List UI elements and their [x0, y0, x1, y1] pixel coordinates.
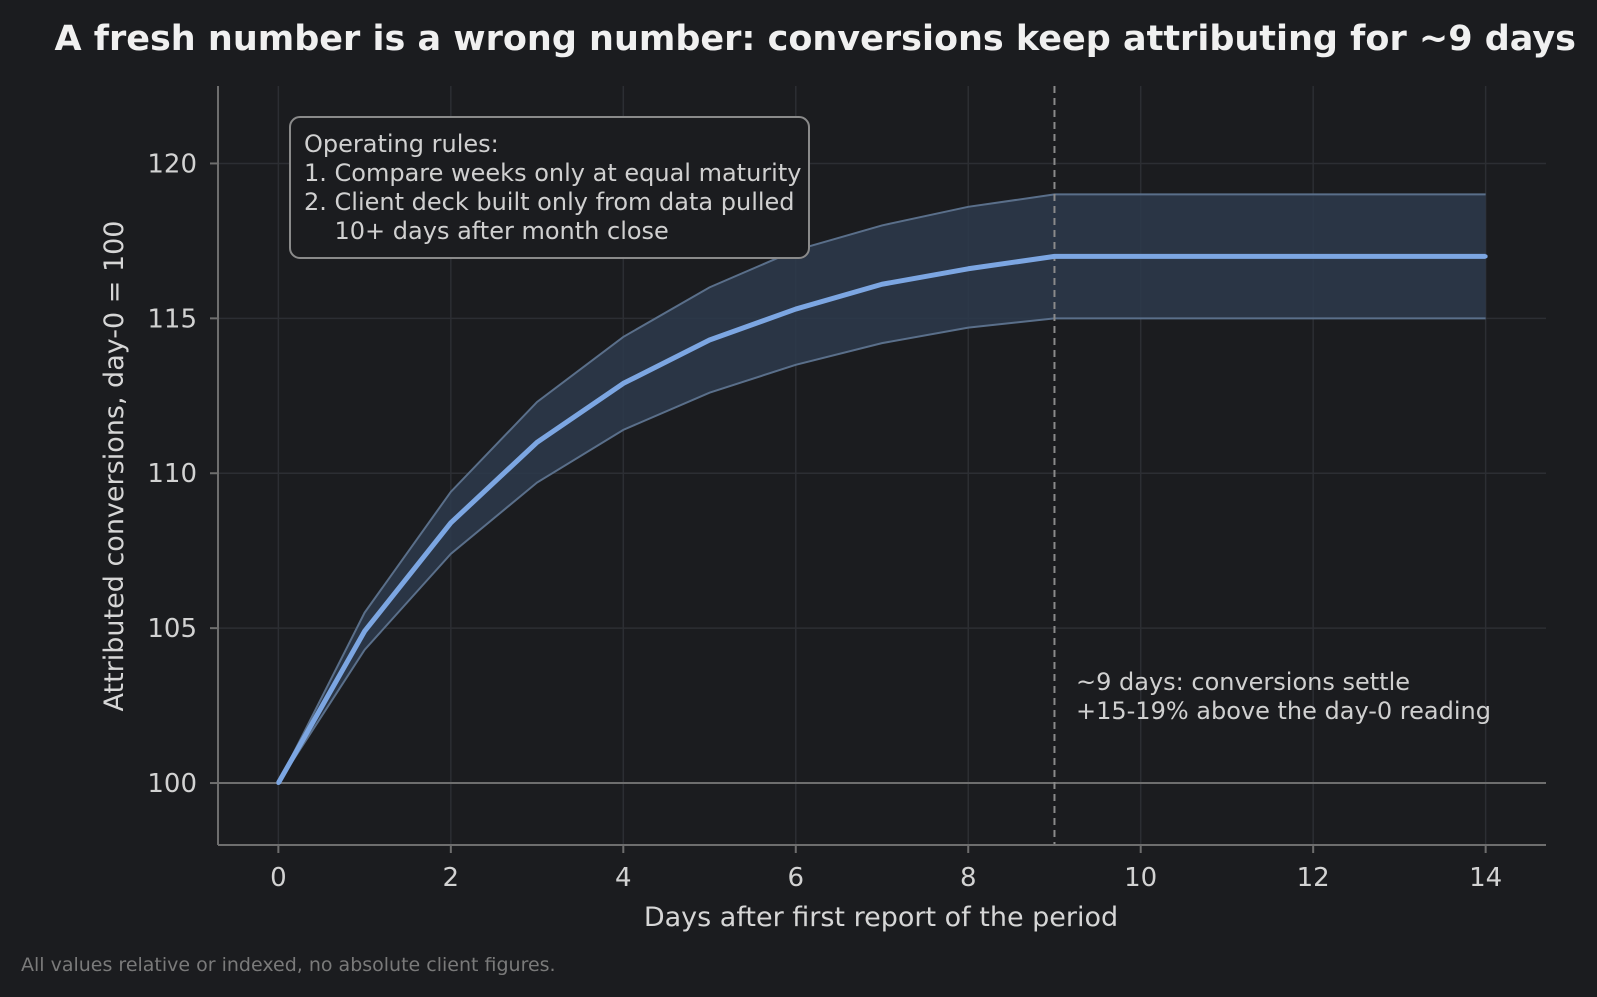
series-point-day-9: [1052, 254, 1057, 259]
series-point-day-14: [1483, 254, 1488, 259]
band-upper-edge: [277, 193, 1486, 784]
operating-rule-2: 2. Client deck built only from data pull…: [304, 188, 795, 216]
y-tick-label-105: 105: [147, 614, 197, 644]
series-point-day-11: [1224, 254, 1229, 259]
operating-rules-box: Operating rules: 1. Compare weeks only a…: [289, 116, 810, 259]
series-point-day-2: [448, 520, 453, 525]
series-point-day-5: [707, 338, 712, 343]
y-tick-label-120: 120: [147, 149, 197, 179]
y-tick-label-115: 115: [147, 304, 197, 334]
y-tick-label-100: 100: [147, 769, 197, 799]
chart-title: A fresh number is a wrong number: conver…: [54, 19, 1576, 59]
series-point-day-12: [1311, 254, 1316, 259]
x-tick-label-6: 6: [787, 863, 804, 893]
footnote: All values relative or indexed, no absol…: [21, 954, 556, 976]
series-point-day-1: [362, 629, 367, 634]
series-line-layer: [276, 253, 1488, 786]
x-tick-label-0: 0: [270, 863, 287, 893]
confidence-band: [277, 193, 1486, 784]
axes: [217, 86, 1546, 846]
series-point-day-8: [966, 266, 971, 271]
operating-rule-1: 1. Compare weeks only at equal maturity: [304, 159, 801, 187]
x-tick-label-12: 12: [1297, 863, 1330, 893]
operating-rules-heading: Operating rules:: [304, 130, 499, 158]
series-point-day-10: [1138, 254, 1143, 259]
x-axis-ticks: 0 2 4 6 8 10 12 14: [270, 845, 1502, 893]
band-lower-edge: [277, 317, 1486, 784]
series-point-day-13: [1397, 254, 1402, 259]
series-point-day-3: [535, 440, 540, 445]
y-axis-label: Attributed conversions, day-0 = 100: [99, 221, 130, 712]
x-axis-label: Days after first report of the period: [644, 902, 1118, 933]
x-tick-label-8: 8: [960, 863, 977, 893]
operating-rule-2-continued: 10+ days after month close: [304, 217, 669, 245]
band-fill: [278, 194, 1486, 784]
x-tick-label-10: 10: [1124, 863, 1157, 893]
series-point-day-4: [621, 381, 626, 386]
y-tick-label-110: 110: [147, 459, 197, 489]
x-tick-label-14: 14: [1469, 863, 1502, 893]
operating-rules-frame: [289, 116, 810, 259]
x-tick-label-2: 2: [443, 863, 460, 893]
settle-note-line-1: ~9 days: conversions settle: [1076, 668, 1410, 696]
settle-note-line-2: +15-19% above the day-0 reading: [1076, 697, 1491, 725]
series-point-day-0: [276, 781, 281, 786]
series-point-day-6: [793, 307, 798, 312]
y-axis-ticks: 100 105 110 115 120: [147, 149, 218, 799]
series-point-day-7: [880, 282, 884, 287]
x-tick-label-4: 4: [615, 863, 632, 893]
